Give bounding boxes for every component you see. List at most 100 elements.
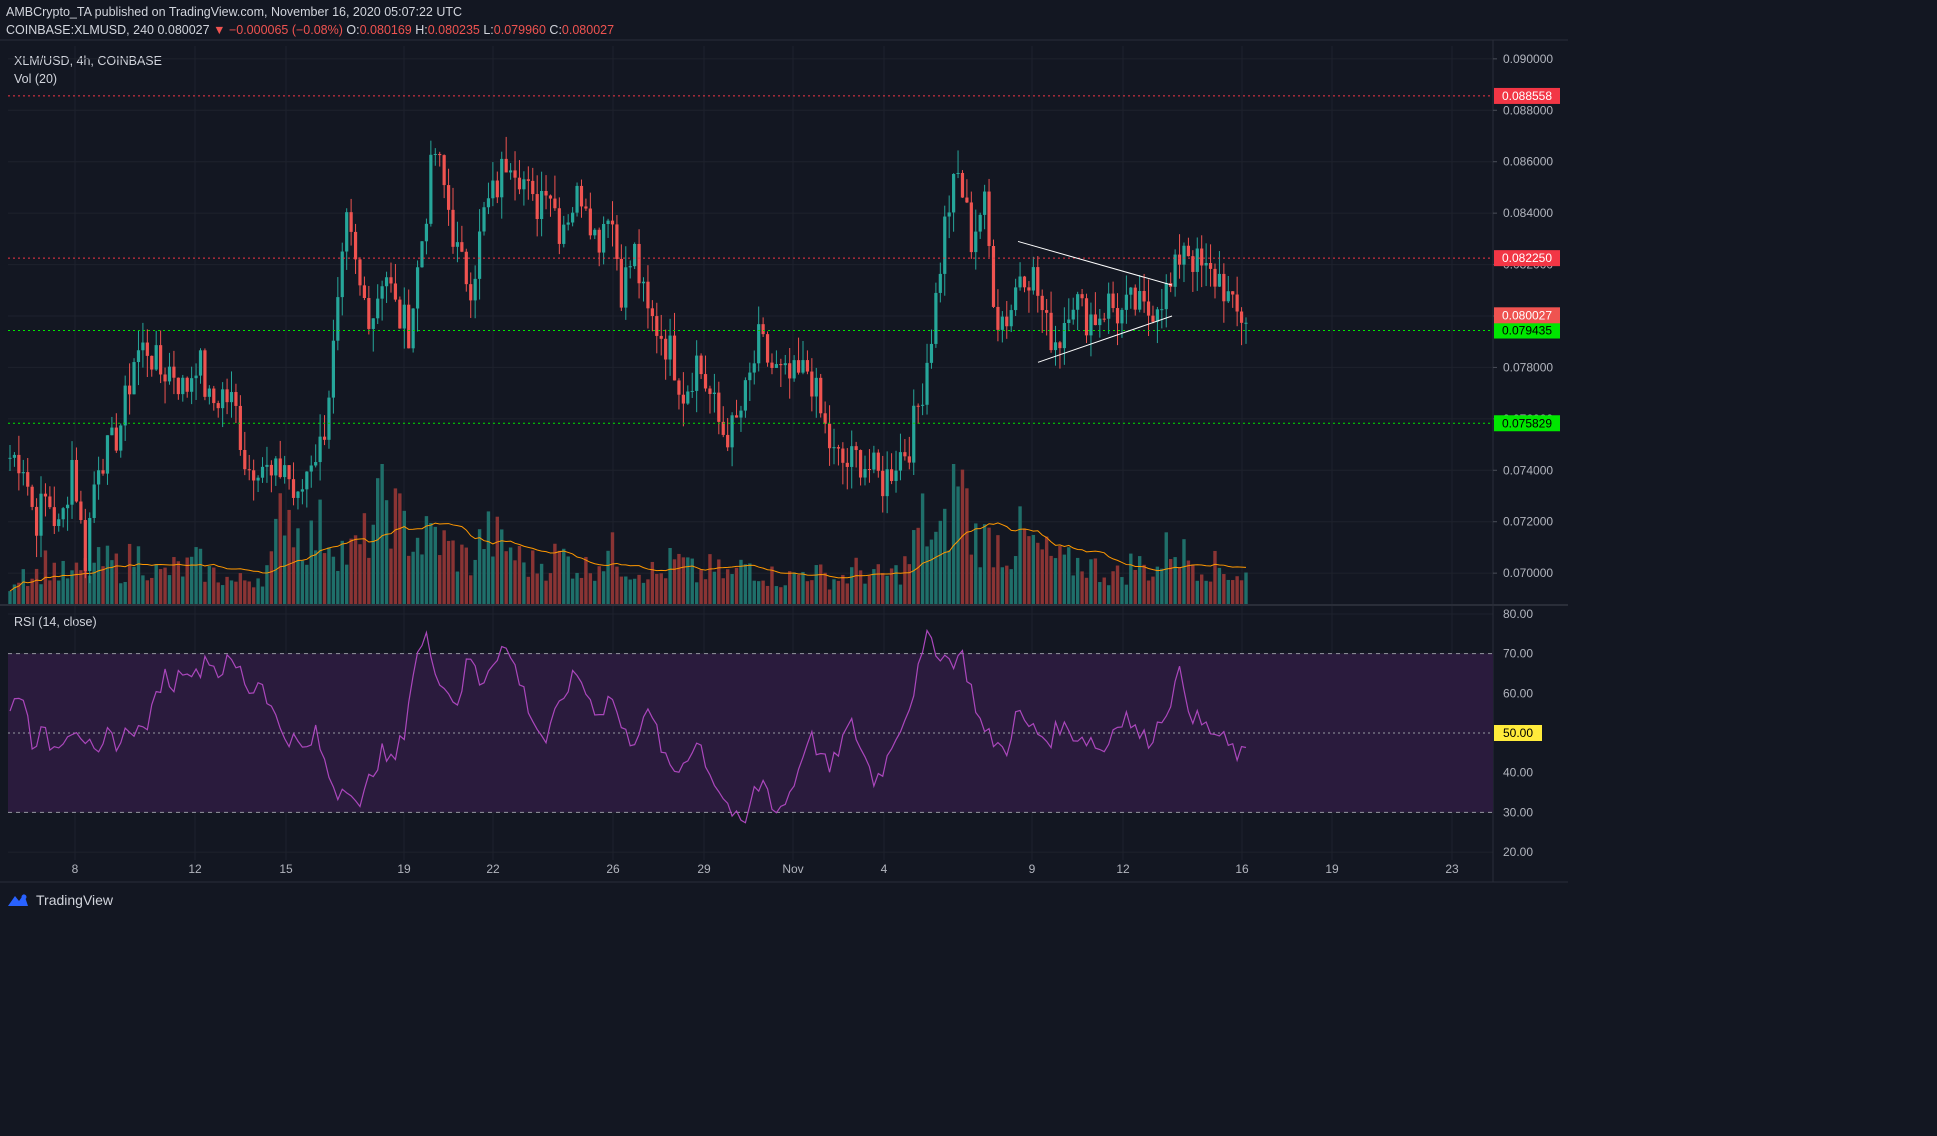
volume-bar	[1164, 532, 1168, 604]
candle	[779, 364, 783, 366]
candle	[411, 308, 415, 349]
volume-bar	[570, 578, 575, 604]
candle	[114, 427, 118, 451]
rsi-mid-tag: 50.00	[1503, 726, 1533, 740]
candle	[991, 245, 996, 307]
candle	[540, 190, 544, 220]
candle	[438, 153, 442, 156]
candle	[721, 421, 725, 435]
candle	[1111, 293, 1115, 309]
candle	[876, 452, 880, 471]
volume-bar	[544, 580, 548, 604]
volume-bar	[52, 562, 57, 604]
candle	[1040, 295, 1044, 311]
volume-bar	[132, 566, 136, 604]
candle	[358, 259, 362, 286]
candle	[1138, 291, 1142, 310]
volume-bar	[331, 556, 336, 604]
candle	[889, 469, 894, 482]
volume-bar	[243, 580, 247, 604]
volume-bar	[1036, 542, 1040, 604]
candle	[726, 434, 730, 448]
candle	[774, 364, 779, 368]
volume-bar	[584, 556, 588, 604]
tradingview-logo[interactable]: TradingView	[6, 892, 113, 908]
candle	[353, 231, 358, 260]
candle	[717, 392, 721, 422]
candle	[74, 459, 79, 502]
level-tag-support-bg	[1494, 415, 1560, 432]
candle	[477, 231, 482, 279]
candle	[712, 392, 716, 394]
candle	[229, 392, 234, 403]
volume-bar	[451, 540, 455, 604]
candle	[495, 180, 499, 198]
volume-bar	[207, 566, 212, 604]
candle	[659, 335, 663, 339]
candle	[978, 214, 982, 232]
candle	[1244, 322, 1248, 324]
candle	[690, 390, 694, 392]
volume-bar	[721, 578, 725, 604]
candle	[894, 470, 898, 482]
volume-bar	[925, 546, 929, 604]
volume-bar	[885, 575, 889, 604]
symbol-label[interactable]: COINBASE:XLMUSD, 240	[6, 23, 154, 37]
volume-bar	[216, 582, 220, 604]
candle	[322, 436, 327, 440]
candle	[1107, 293, 1111, 319]
candles	[8, 136, 1248, 584]
candle	[610, 220, 615, 225]
volume-bar	[1031, 534, 1036, 604]
candle	[61, 508, 65, 520]
volume-bar	[814, 565, 818, 604]
rsi-polyline	[9, 628, 1247, 824]
candle	[21, 472, 25, 474]
volume-bar	[730, 574, 734, 604]
rsi-tick-label: 60.00	[1503, 686, 1533, 700]
candle	[734, 415, 739, 418]
candle	[770, 362, 774, 368]
candle	[571, 212, 575, 223]
candle	[1186, 245, 1191, 257]
candle	[486, 198, 491, 208]
candle	[1204, 263, 1208, 266]
volume-bar	[801, 571, 805, 604]
volume-bar	[770, 566, 774, 604]
volume-bar	[150, 577, 154, 604]
candle	[420, 241, 424, 268]
volume-bar	[912, 530, 916, 604]
volume-bar	[991, 567, 996, 604]
volume-bar	[637, 574, 641, 604]
volume-bar	[70, 570, 74, 604]
volume-bar	[1124, 584, 1129, 604]
volume-bar	[433, 526, 437, 604]
volume-bar	[513, 560, 517, 604]
candle	[221, 389, 225, 409]
volume-bar	[234, 581, 238, 604]
volume-bar	[615, 566, 619, 604]
volume-bar	[225, 576, 229, 604]
candle	[903, 452, 907, 457]
volume-bar	[256, 578, 260, 604]
candle	[105, 435, 110, 474]
volume-bar	[61, 560, 65, 604]
volume-bar	[823, 572, 827, 604]
volume-bar	[358, 544, 362, 604]
volume-bar	[832, 579, 836, 604]
candle	[686, 391, 690, 404]
volume-bar	[30, 578, 34, 604]
volume-bar	[442, 530, 446, 604]
volume-bar	[486, 511, 491, 604]
volume-bar	[92, 562, 96, 604]
volume-bar	[110, 560, 114, 604]
volume-bar	[1160, 568, 1164, 604]
volume-bar	[1058, 545, 1062, 604]
candle	[562, 224, 566, 244]
chart-canvas[interactable]: 0.0900000.0880000.0860000.0840000.082000…	[0, 0, 1568, 920]
volume-bar	[1231, 580, 1235, 604]
volume-bar	[659, 573, 663, 604]
candle	[384, 277, 389, 287]
close-label: C:	[549, 23, 562, 37]
candle	[1213, 268, 1217, 287]
